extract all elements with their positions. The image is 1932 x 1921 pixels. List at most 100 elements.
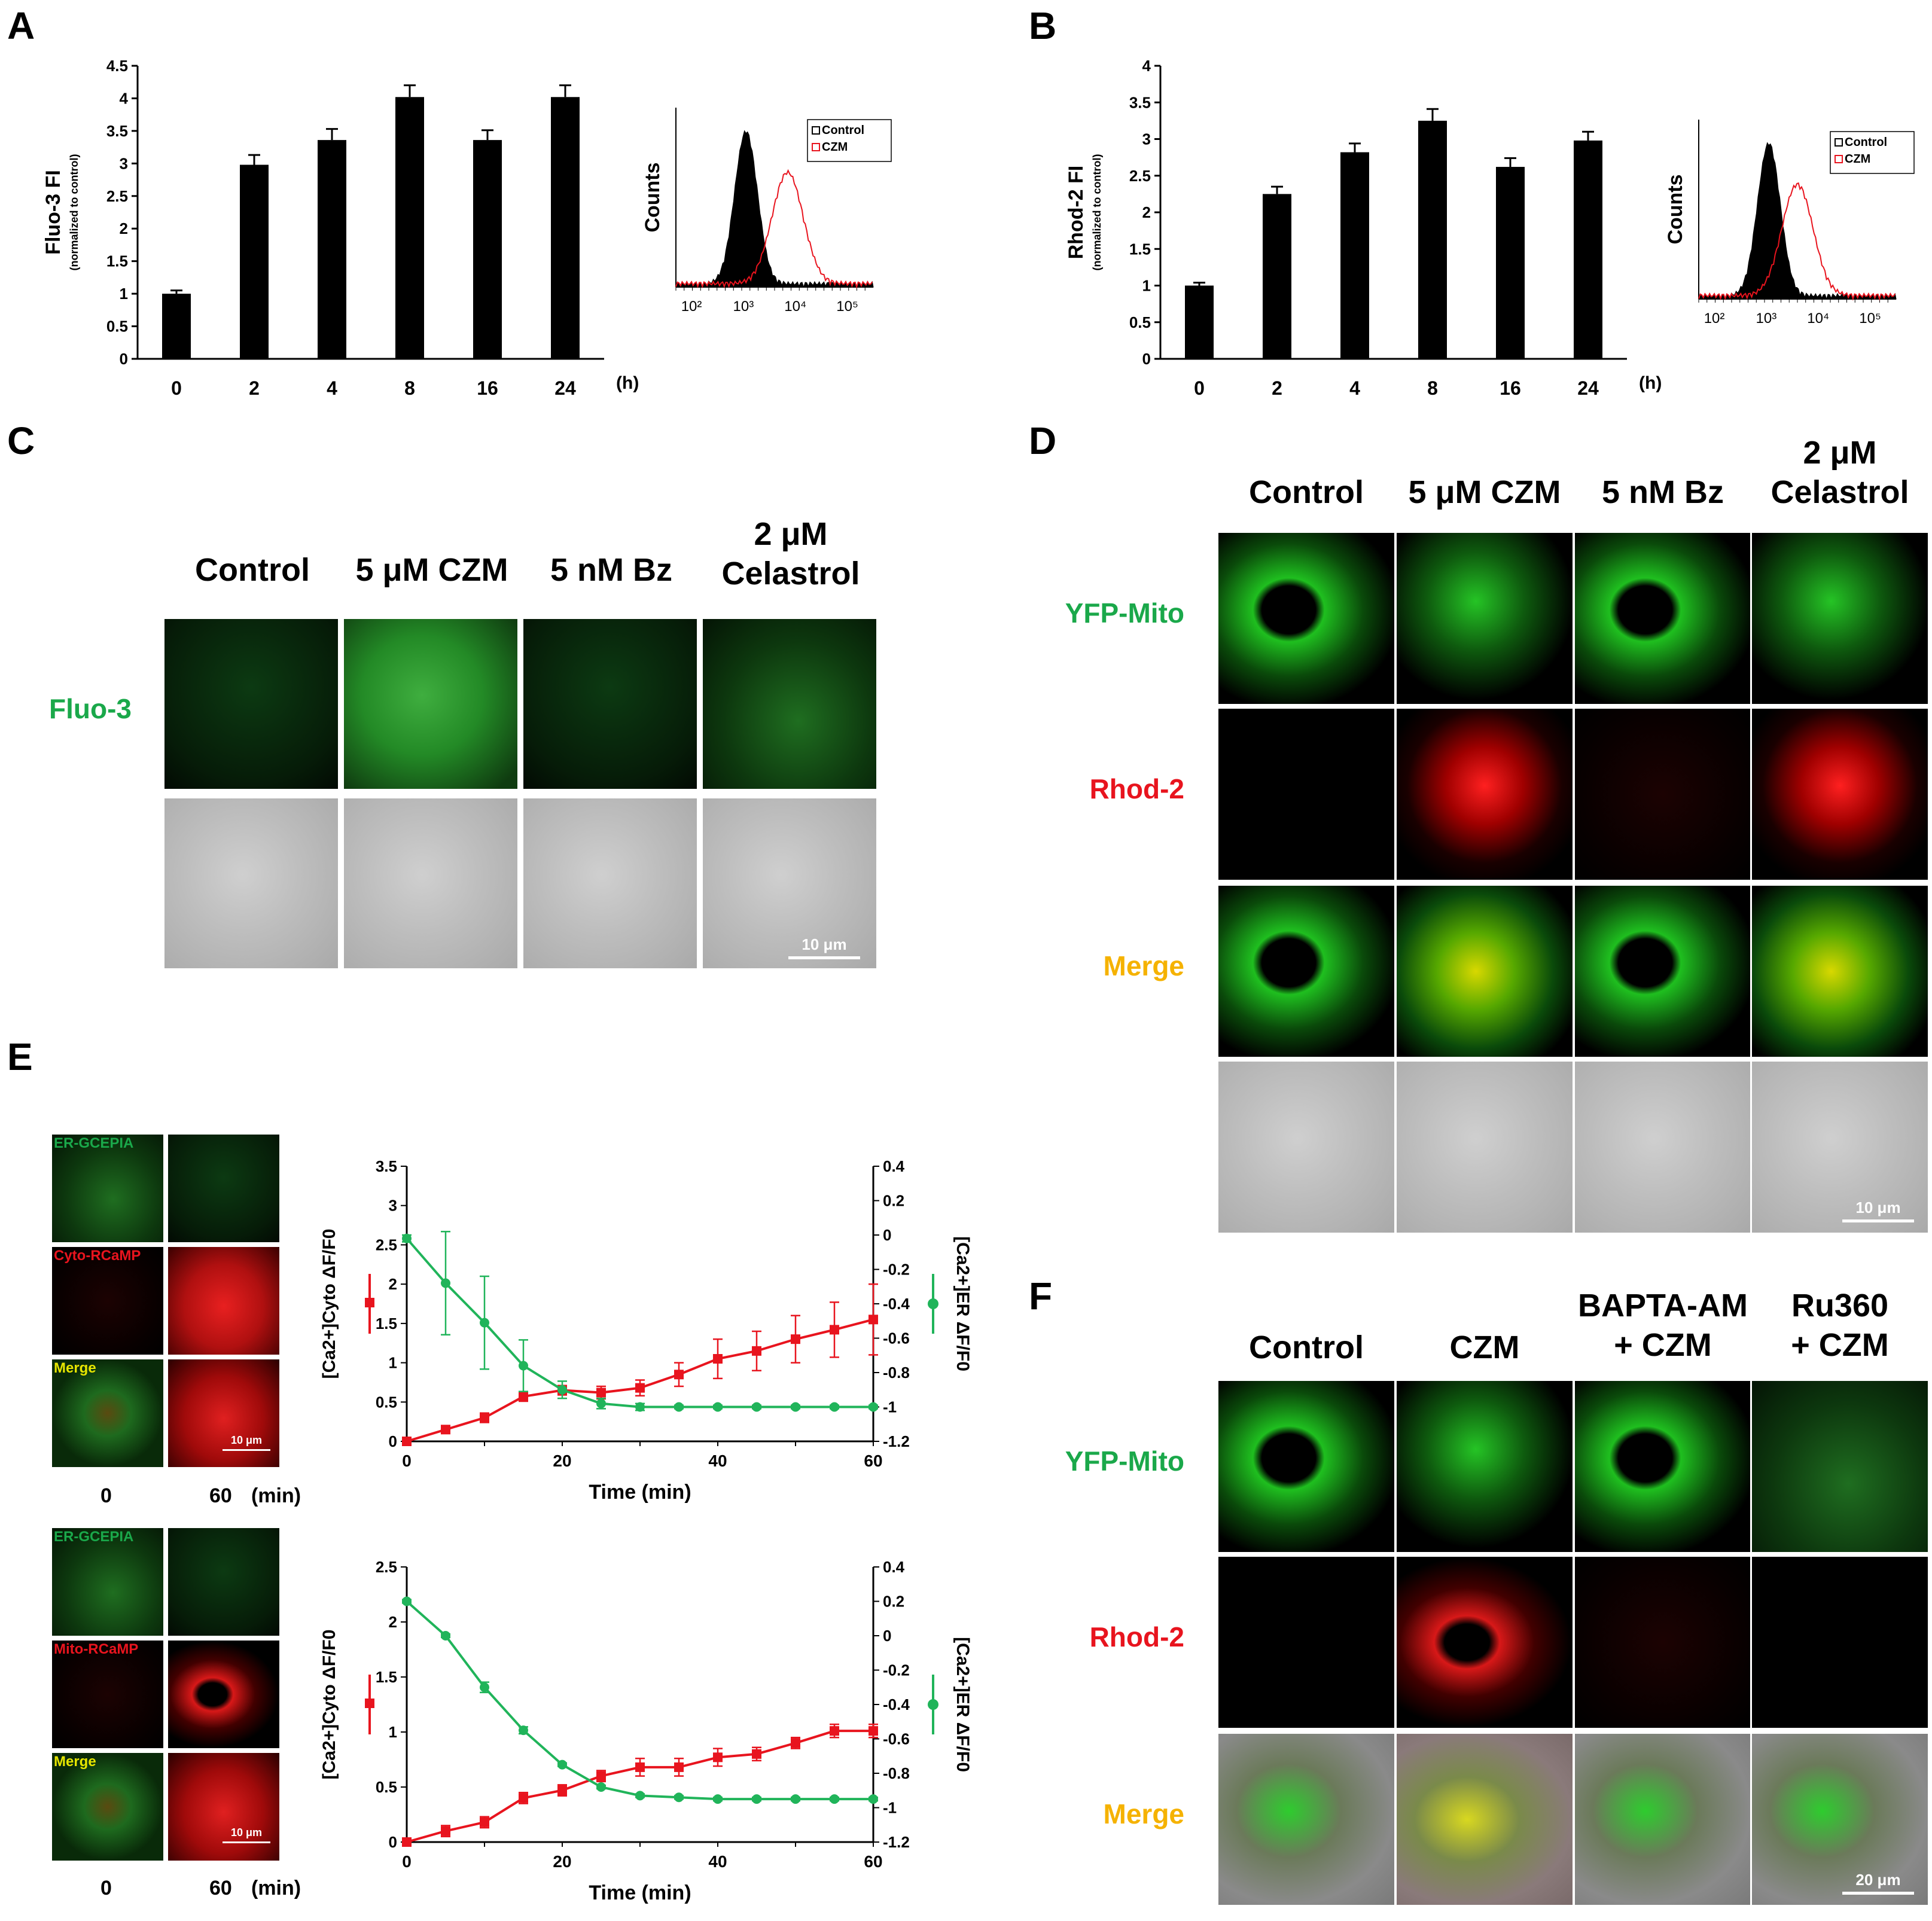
panel-c-header: 5 μM CZM bbox=[355, 552, 508, 588]
panel-letter-b: B bbox=[1029, 4, 1057, 47]
panel-f-image bbox=[1750, 1732, 1930, 1907]
scale-bar-c: 10 μm bbox=[788, 935, 860, 959]
x-tick-label: 0 bbox=[1194, 377, 1205, 399]
x-tick-label: 16 bbox=[1500, 377, 1521, 399]
panel-e-time-unit: (min) bbox=[251, 1877, 301, 1899]
x-tick-label: 8 bbox=[404, 377, 415, 399]
bar-chart-b: 00.511.522.533.540 2 4 8 16 24 (h)Rhod-2 FI (no… bbox=[1065, 57, 1662, 399]
panel-letter-e: E bbox=[7, 1035, 33, 1078]
x-label: Time (min) bbox=[589, 1481, 691, 1504]
panel-c-brightfield-image bbox=[342, 797, 519, 970]
panel-c-brightfield-image bbox=[163, 797, 340, 970]
panel-f-image bbox=[1217, 1732, 1396, 1907]
x-tick-label: 20 bbox=[553, 1852, 571, 1871]
panel-d-image bbox=[1395, 531, 1574, 706]
left-tick-label: 2 bbox=[389, 1275, 397, 1293]
panel-f-row-label: Rhod-2 bbox=[1089, 1621, 1184, 1652]
y-label-group: Fluo-3 FI (normalized to control) bbox=[42, 154, 80, 271]
y-tick-label: 4 bbox=[1142, 57, 1151, 75]
panel-e-image bbox=[50, 1358, 165, 1469]
data-point bbox=[557, 1385, 567, 1395]
hist-legend-swatch-czm bbox=[1835, 155, 1843, 163]
right-tick-label: 0.4 bbox=[883, 1558, 905, 1576]
data-point bbox=[830, 1402, 839, 1412]
data-point bbox=[713, 1402, 723, 1412]
hist-x-tick-label: 10⁴ bbox=[1807, 310, 1829, 327]
hist-legend-czm: CZM bbox=[1845, 153, 1870, 166]
data-point bbox=[441, 1631, 450, 1641]
hist-x-tick-label: 10³ bbox=[733, 298, 754, 315]
panel-d-row-label: Rhod-2 bbox=[1089, 773, 1184, 804]
data-point bbox=[557, 1785, 567, 1795]
hist-legend-control: Control bbox=[822, 124, 864, 137]
panel-e-image-label: Merge bbox=[54, 1360, 96, 1376]
series-line-red bbox=[406, 1730, 873, 1843]
y-tick-label: 2 bbox=[1142, 203, 1151, 221]
data-point bbox=[519, 1725, 528, 1736]
data-point bbox=[635, 1791, 645, 1801]
panel-e-image bbox=[166, 1358, 281, 1469]
data-point bbox=[596, 1771, 606, 1781]
data-point bbox=[869, 1794, 878, 1804]
panel-c-fluo3-image bbox=[701, 617, 878, 791]
panel-c-brightfield-image bbox=[522, 797, 699, 970]
panel-c-header: 5 nM Bz bbox=[550, 552, 672, 588]
data-point bbox=[635, 1383, 645, 1393]
hist-legend-box bbox=[1830, 131, 1915, 174]
scale-bar-line bbox=[1842, 1219, 1914, 1222]
left-tick-label: 1 bbox=[389, 1723, 397, 1741]
bar bbox=[395, 97, 424, 359]
data-point bbox=[791, 1402, 800, 1412]
y-tick-label: 3.5 bbox=[1129, 93, 1151, 111]
panel-d-image bbox=[1217, 1060, 1396, 1234]
panel-f-header: BAPTA-AM + CZM bbox=[1578, 1288, 1748, 1363]
line-chart-e-top: 00.511.522.533.5-1.2-1-0.8-0.6-0.4-0.200… bbox=[319, 1157, 973, 1504]
right-tick-label: 0 bbox=[883, 1627, 891, 1645]
data-point bbox=[713, 1752, 723, 1763]
panel-e-image-label: Mito-RCaMP bbox=[54, 1641, 139, 1657]
left-tick-label: 0 bbox=[389, 1432, 397, 1450]
hist-y-label: Counts bbox=[641, 162, 664, 232]
left-tick-label: 0.5 bbox=[376, 1778, 397, 1796]
right-tick-label: -1 bbox=[883, 1799, 897, 1817]
panel-f-row-label: YFP-Mito bbox=[1065, 1446, 1184, 1477]
left-axis-label: [Ca2+]Cyto ΔF/F0 bbox=[319, 1229, 339, 1379]
panel-e-image bbox=[50, 1133, 165, 1244]
bar bbox=[1185, 285, 1214, 359]
panel-f-header: Control bbox=[1249, 1330, 1364, 1365]
panel-letter-d: D bbox=[1029, 419, 1057, 462]
panel-d-image bbox=[1750, 884, 1930, 1059]
data-point bbox=[713, 1794, 723, 1804]
hist-legend-swatch-control bbox=[1835, 138, 1843, 147]
panel-f-image bbox=[1750, 1555, 1930, 1730]
bar bbox=[318, 140, 346, 359]
panel-d-image bbox=[1573, 707, 1753, 882]
y-tick-label: 4 bbox=[120, 89, 129, 107]
panel-d-image bbox=[1217, 707, 1396, 882]
panel-e-image-label: ER-GCEPIA bbox=[54, 1529, 134, 1545]
x-label: Time (min) bbox=[589, 1882, 691, 1904]
data-point bbox=[869, 1315, 878, 1325]
panel-e-image bbox=[166, 1133, 281, 1244]
y-tick-label: 0 bbox=[120, 350, 128, 368]
data-point bbox=[480, 1413, 489, 1423]
hist-legend-swatch-control bbox=[812, 126, 820, 135]
data-point bbox=[402, 1596, 412, 1606]
data-point bbox=[480, 1817, 489, 1827]
right-tick-label: -0.8 bbox=[883, 1764, 910, 1782]
scale-bar-line bbox=[788, 956, 860, 959]
data-point bbox=[441, 1278, 450, 1288]
data-point bbox=[869, 1402, 878, 1412]
data-point bbox=[791, 1334, 800, 1344]
panel-e-image bbox=[50, 1245, 165, 1356]
panel-d-image bbox=[1750, 531, 1930, 706]
y-tick-label: 2.5 bbox=[106, 187, 128, 205]
right-tick-label: 0.4 bbox=[883, 1157, 905, 1175]
panel-e-time-60: 60 bbox=[209, 1877, 232, 1899]
y-label-sub: (normalized to control) bbox=[1091, 154, 1103, 271]
y-tick-label: 3 bbox=[1142, 130, 1151, 148]
panel-d-image bbox=[1395, 707, 1574, 882]
panel-d-row-label: Merge bbox=[1103, 950, 1184, 981]
scale-bar-line bbox=[223, 1449, 270, 1451]
x-tick-label: 16 bbox=[477, 377, 498, 399]
